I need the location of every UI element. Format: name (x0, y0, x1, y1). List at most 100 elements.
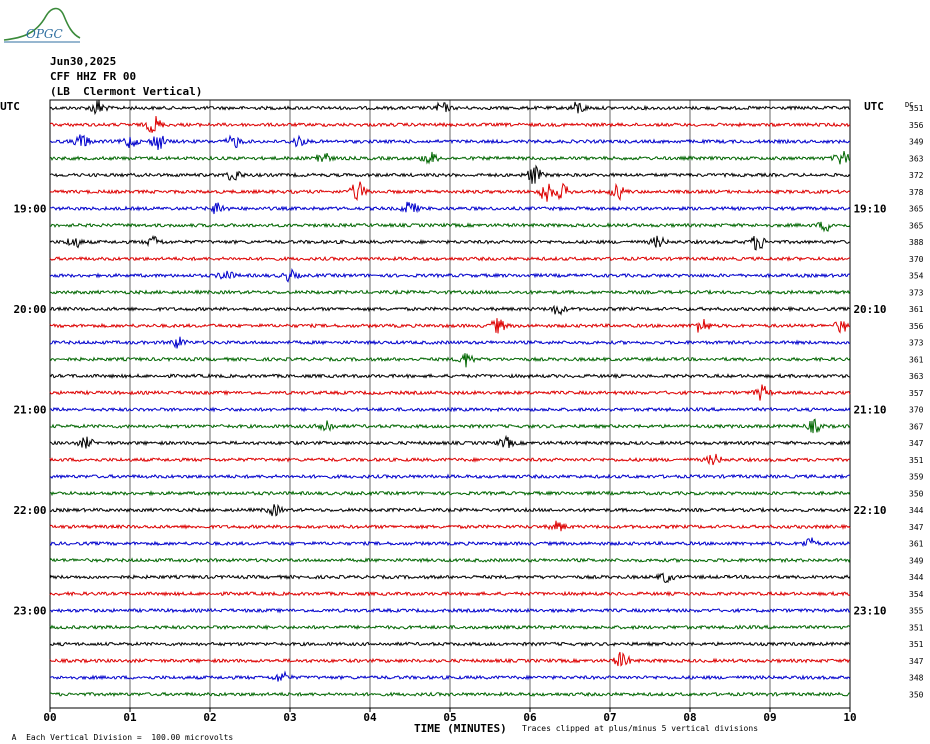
clip-note: Traces clipped at plus/minus 5 vertical … (522, 724, 759, 733)
trace-row-7 (49, 221, 851, 233)
dc-offset-row-22: 359 (909, 473, 924, 482)
x-tick-label-08: 08 (683, 711, 696, 724)
dc-offset-row-30: 355 (909, 607, 924, 616)
trace-row-23 (49, 490, 851, 497)
time-label-right-12: 20:10 (853, 303, 886, 316)
trace-row-10 (49, 268, 851, 283)
trace-row-24 (49, 503, 851, 517)
utc-right-label: UTC (864, 100, 884, 113)
dc-offset-row-2: 349 (909, 138, 924, 147)
x-tick-label-01: 01 (123, 711, 137, 724)
dc-offset-row-5: 378 (909, 188, 924, 197)
dc-offset-row-32: 351 (909, 640, 924, 649)
dc-offset-row-12: 361 (909, 305, 924, 314)
utc-left-label: UTC (0, 100, 20, 113)
dc-offset-row-8: 388 (909, 238, 924, 247)
time-label-left-30: 23:00 (13, 605, 46, 618)
dc-offset-row-7: 365 (909, 221, 924, 230)
dc-offset-row-20: 347 (909, 439, 924, 448)
trace-row-5 (49, 181, 851, 202)
logo-mountain-icon (3, 7, 81, 43)
x-tick-label-02: 02 (203, 711, 216, 724)
trace-row-16 (49, 372, 851, 380)
time-label-right-24: 22:10 (853, 504, 886, 517)
dc-offset-row-31: 351 (909, 623, 924, 632)
dc-offset-row-28: 344 (909, 573, 924, 582)
trace-row-22 (49, 473, 850, 480)
trace-row-19 (49, 418, 851, 434)
dc-offset-row-18: 370 (909, 406, 924, 415)
dc-offset-row-14: 373 (909, 339, 924, 348)
dc-offset-row-9: 370 (909, 255, 924, 264)
station-label: CFF HHZ FR 00 (50, 70, 137, 83)
x-axis-title: TIME (MINUTES) (414, 722, 507, 735)
trace-row-18 (49, 406, 851, 413)
time-label-left-18: 21:00 (13, 404, 46, 417)
trace-row-21 (49, 453, 851, 466)
trace-row-29 (49, 590, 851, 597)
dc-offset-row-24: 344 (909, 506, 924, 515)
time-label-left-12: 20:00 (13, 303, 46, 316)
dc-offset-row-21: 351 (909, 456, 924, 465)
trace-row-20 (49, 434, 851, 449)
trace-row-26 (49, 537, 851, 547)
time-label-left-24: 22:00 (13, 504, 46, 517)
trace-row-13 (49, 318, 851, 334)
dc-offset-row-29: 354 (909, 590, 924, 599)
trace-row-1 (49, 115, 851, 133)
dc-offset-row-33: 347 (909, 657, 924, 666)
logo-text: OPGC (26, 27, 63, 41)
trace-row-0 (49, 100, 851, 116)
x-tick-label-09: 09 (763, 711, 776, 724)
division-text: Each Vertical Division = 100.00 microvol… (26, 733, 234, 742)
dc-offset-row-35: 350 (909, 690, 924, 699)
x-tick-label-03: 03 (283, 711, 296, 724)
trace-row-33 (49, 651, 851, 667)
dc-offset-row-11: 373 (909, 288, 924, 297)
dc-offset-row-10: 354 (909, 272, 924, 281)
dc-label: DC (905, 101, 913, 109)
trace-row-34 (49, 670, 851, 682)
dc-offset-row-25: 347 (909, 523, 924, 532)
dc-offset-row-4: 372 (909, 171, 924, 180)
trace-row-3 (49, 150, 851, 165)
trace-row-30 (49, 607, 851, 614)
x-tick-label-05: 05 (443, 711, 456, 724)
dc-offset-row-34: 348 (909, 674, 924, 683)
dc-offset-row-17: 357 (909, 389, 924, 398)
trace-row-11 (49, 289, 851, 296)
date-label: Jun30,2025 (50, 55, 117, 68)
dc-offset-row-6: 365 (909, 205, 924, 214)
trace-row-9 (49, 255, 851, 262)
corner-mark: A (11, 733, 27, 742)
time-label-right-18: 21:10 (853, 404, 886, 417)
trace-row-25 (49, 520, 851, 532)
trace-row-12 (49, 304, 851, 316)
trace-row-8 (49, 235, 851, 251)
trace-row-2 (49, 134, 851, 150)
trace-row-15 (49, 353, 851, 368)
x-tick-label-00: 00 (43, 711, 56, 724)
time-label-left-6: 19:00 (13, 203, 46, 216)
trace-row-6 (49, 201, 851, 215)
x-tick-label-06: 06 (523, 711, 537, 724)
trace-row-27 (49, 557, 851, 564)
dc-offset-row-16: 363 (909, 372, 924, 381)
trace-row-28 (49, 572, 851, 584)
trace-row-14 (49, 336, 851, 349)
division-note: A Each Vertical Division = 100.00 microv… (2, 724, 234, 742)
dc-offset-row-13: 356 (909, 322, 924, 331)
trace-row-31 (49, 624, 851, 631)
trace-row-32 (49, 641, 851, 647)
time-label-right-30: 23:10 (853, 605, 886, 618)
x-tick-label-04: 04 (363, 711, 377, 724)
x-tick-label-07: 07 (603, 711, 616, 724)
x-tick-label-10: 10 (843, 711, 856, 724)
dc-offset-row-15: 361 (909, 355, 924, 364)
time-label-right-6: 19:10 (853, 203, 886, 216)
dc-offset-row-3: 363 (909, 154, 924, 163)
dc-offset-row-19: 367 (909, 422, 924, 431)
dc-offset-row-27: 349 (909, 556, 924, 565)
dc-offset-row-1: 356 (909, 121, 924, 130)
